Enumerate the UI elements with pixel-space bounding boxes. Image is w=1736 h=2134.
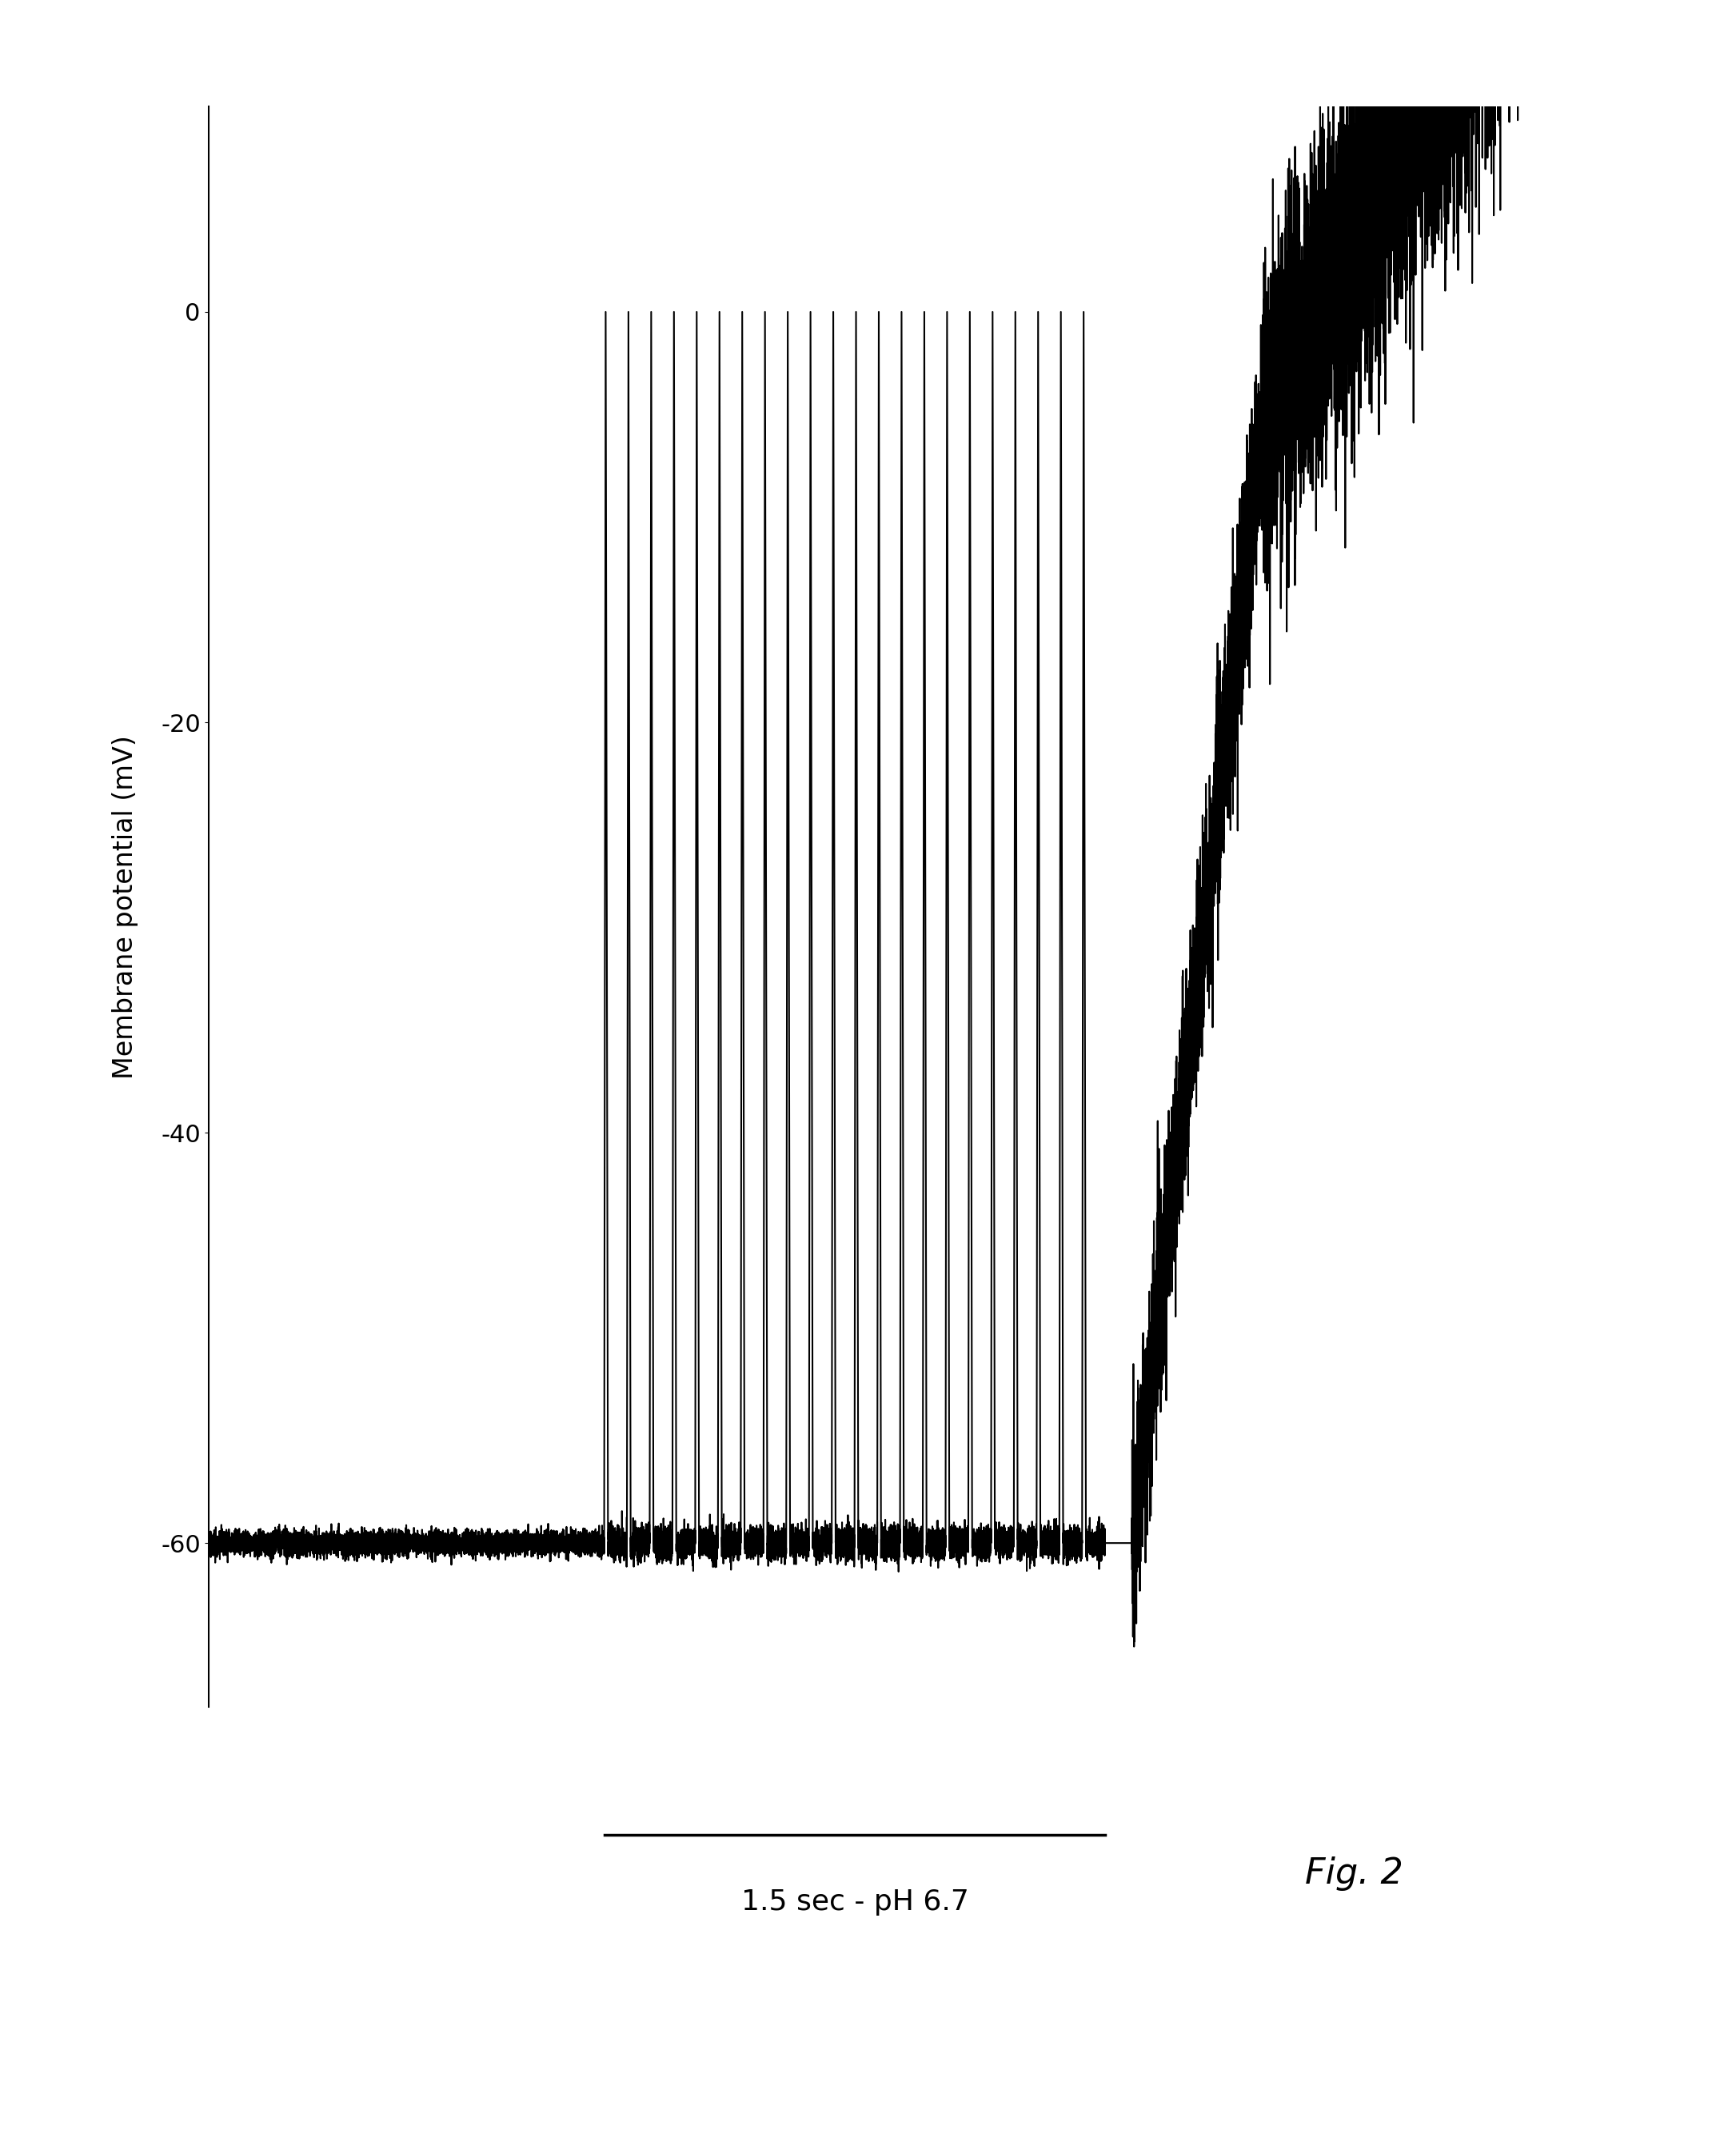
Y-axis label: Membrane potential (mV): Membrane potential (mV) <box>113 734 139 1080</box>
Text: Fig. 2: Fig. 2 <box>1305 1857 1403 1891</box>
Text: 1.5 sec - pH 6.7: 1.5 sec - pH 6.7 <box>741 1889 969 1916</box>
